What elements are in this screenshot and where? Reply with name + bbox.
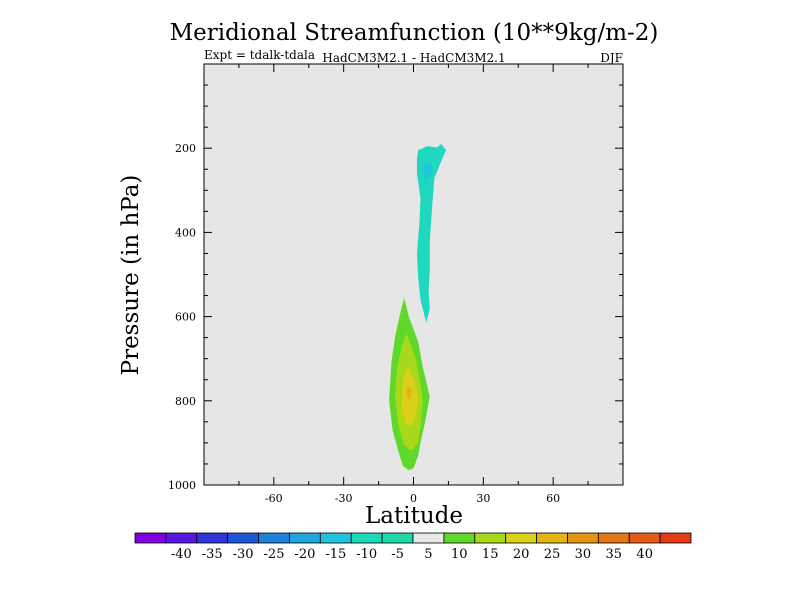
colorbar-label: 10 [451,547,468,562]
colorbar-label: -30 [233,547,254,562]
colorbar-label: 5 [424,547,432,562]
x-tick-label: 60 [546,492,560,505]
colorbar-swatch [319,532,352,544]
colorbar-label: -35 [202,547,223,562]
colorbar-swatch [196,532,229,544]
colorbar-swatch [412,532,445,544]
colorbar-swatch [443,532,476,544]
colorbar-label: 25 [544,547,561,562]
y-tick-label: 600 [175,311,196,324]
colorbar-swatch [628,532,661,544]
y-tick-label: 1000 [168,479,196,492]
contour-upper-cell [417,144,447,323]
subtitle-models: HadCM3M2.1 - HadCM3M2.1 [322,51,505,65]
colorbar-swatch [289,532,321,544]
x-axis-label: Latitude [365,503,463,529]
colorbar-label: 15 [482,547,499,562]
colorbar-swatch [597,532,630,544]
colorbar-swatch [505,532,537,544]
colorbar-label: 30 [575,547,592,562]
colorbar-label: 35 [606,547,623,562]
contour-upper-cell-core [422,160,433,180]
colorbar-swatch [258,532,290,544]
colorbar-swatch [536,532,568,544]
contour-lower-cell-level-25 [406,386,413,399]
colorbar-swatch [350,532,383,544]
colorbar-swatch [165,532,198,544]
colorbar-swatch [474,532,507,544]
subtitle-experiment: Expt = tdalk-tdala [204,48,315,62]
x-tick-label: -30 [335,492,353,505]
colorbar-swatch [659,532,692,544]
chart-title: Meridional Streamfunction (10**9kg/m-2) [170,20,659,46]
colorbar-swatch [381,532,414,544]
colorbar-label: -20 [294,547,315,562]
colorbar-swatch [227,532,259,544]
y-tick-label: 800 [175,395,196,408]
colorbar: -40 -35 -30 -25 -20 -15 -10 -5 5 10 15 20 25 30 35 40 [134,532,692,562]
subtitle-season: DJF [600,51,623,65]
x-tick-label: 30 [476,492,490,505]
colorbar-label: -5 [391,547,404,562]
colorbar-label: -15 [325,547,346,562]
colorbar-swatch [134,532,167,544]
x-tick-label: -60 [265,492,283,505]
colorbar-label: -40 [171,547,192,562]
contour-fills [389,144,447,471]
y-tick-label: 200 [175,142,196,155]
colorbar-label: -25 [264,547,285,562]
axis-ticks: -60 -30 0 30 60 200 400 600 800 1000 [168,63,623,505]
colorbar-label: -10 [356,547,377,562]
colorbar-label: 20 [513,547,530,562]
colorbar-label: 40 [636,547,653,562]
y-axis-label: Pressure (in hPa) [118,175,144,376]
x-tick-label: 0 [410,492,417,505]
colorbar-swatch [567,532,599,544]
y-tick-label: 400 [175,226,196,239]
